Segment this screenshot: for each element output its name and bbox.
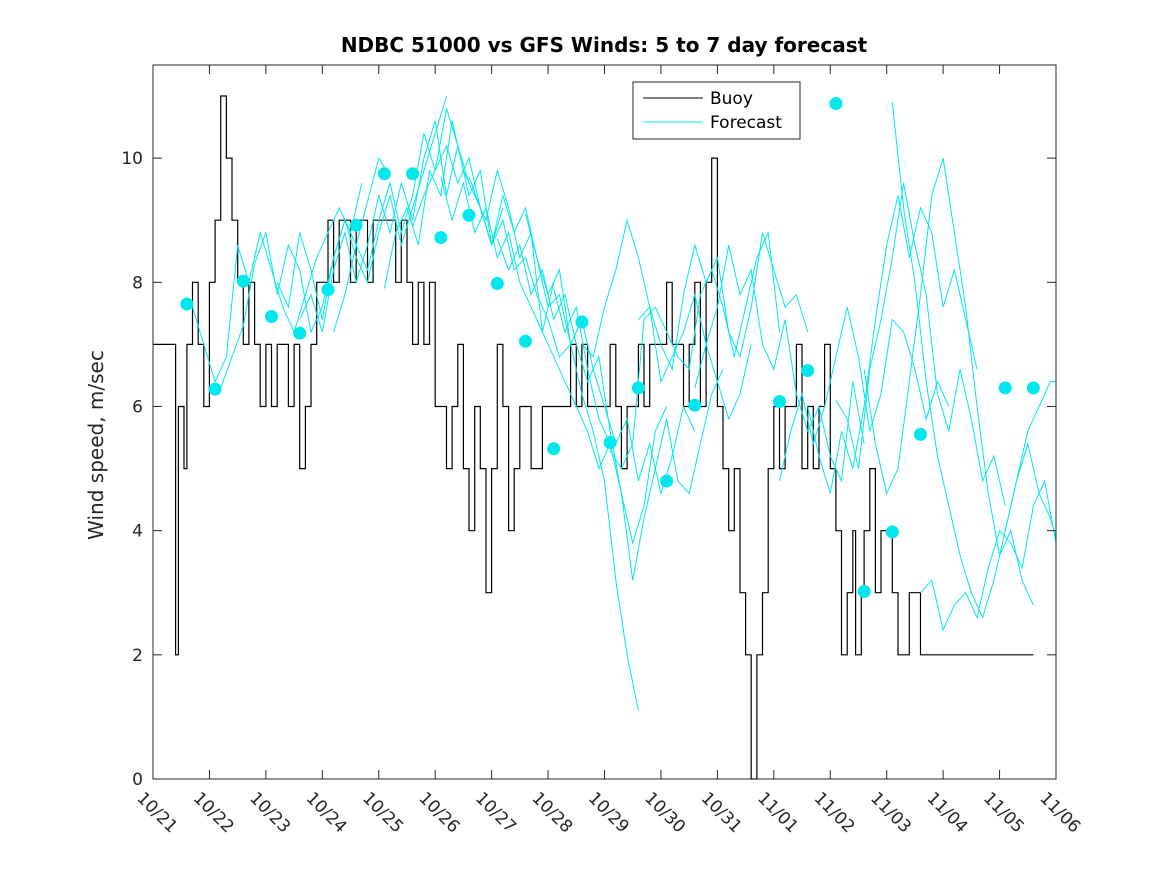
legend-buoy-label: Buoy — [710, 89, 753, 109]
forecast-marker-0 — [180, 297, 194, 311]
forecast-marker-23 — [885, 525, 899, 539]
forecast-line-19 — [863, 157, 1034, 606]
forecast-marker-10 — [462, 208, 476, 222]
buoy-series-line — [153, 95, 1034, 780]
forecast-line-16 — [779, 306, 950, 482]
forecast-marker-11 — [490, 277, 504, 290]
legend-box — [632, 81, 801, 140]
forecast-marker-17 — [660, 474, 674, 488]
legend-forecast-label: Forecast — [710, 113, 782, 133]
legend: Buoy Forecast — [632, 81, 801, 140]
forecast-marker-25 — [998, 381, 1012, 395]
forecast-marker-24 — [914, 427, 927, 441]
forecast-marker-13 — [547, 442, 561, 456]
forecast-marker-15 — [603, 436, 617, 449]
chart-title: NDBC 51000 vs GFS Winds: 5 to 7 day fore… — [341, 33, 868, 57]
forecast-line-12 — [581, 218, 752, 421]
forecast-line-9 — [496, 238, 668, 546]
forecast-marker-26 — [1026, 381, 1040, 395]
forecast-marker-6 — [349, 218, 363, 232]
forecast-line-15 — [694, 244, 865, 483]
forecast-marker-22 — [857, 585, 871, 598]
forecast-marker-20 — [801, 364, 815, 377]
forecast-line-22 — [1004, 381, 1056, 531]
forecast-marker-21 — [829, 97, 843, 110]
y-tick-label-1: 2 — [132, 646, 143, 666]
forecast-line-6 — [412, 144, 583, 346]
y-tick-label-2: 4 — [132, 522, 143, 542]
y-tick-label-3: 6 — [132, 397, 143, 417]
y-tick-label-0: 0 — [132, 770, 143, 790]
y-tick-label-5: 10 — [121, 149, 143, 169]
forecast-marker-2 — [236, 274, 250, 288]
forecast-marker-9 — [434, 231, 448, 245]
forecast-line-5 — [383, 120, 555, 333]
y-tick-label-4: 8 — [132, 273, 143, 293]
forecast-marker-18 — [688, 398, 702, 412]
forecast-marker-4 — [293, 326, 307, 340]
forecast-marker-16 — [631, 381, 645, 395]
forecast-marker-14 — [575, 315, 589, 329]
forecast-line-7 — [440, 176, 611, 471]
forecast-line-21 — [920, 479, 1057, 632]
forecast-line-14 — [638, 232, 809, 371]
forecast-line-8 — [468, 176, 639, 711]
forecast-marker-7 — [377, 167, 391, 181]
forecast-marker-1 — [208, 382, 222, 396]
forecast-marker-8 — [406, 167, 420, 181]
forecast-marker-12 — [519, 334, 532, 348]
y-axis-label: Wind speed, m/sec — [84, 350, 108, 540]
forecast-marker-5 — [321, 283, 335, 297]
forecast-line-11 — [553, 288, 724, 581]
forecast-marker-19 — [773, 395, 786, 408]
forecast-line-18 — [835, 182, 1006, 506]
forecast-line-17 — [807, 195, 978, 494]
forecast-marker-3 — [265, 310, 278, 323]
forecast-line-20 — [891, 102, 1057, 620]
forecast-line-0 — [192, 182, 363, 384]
